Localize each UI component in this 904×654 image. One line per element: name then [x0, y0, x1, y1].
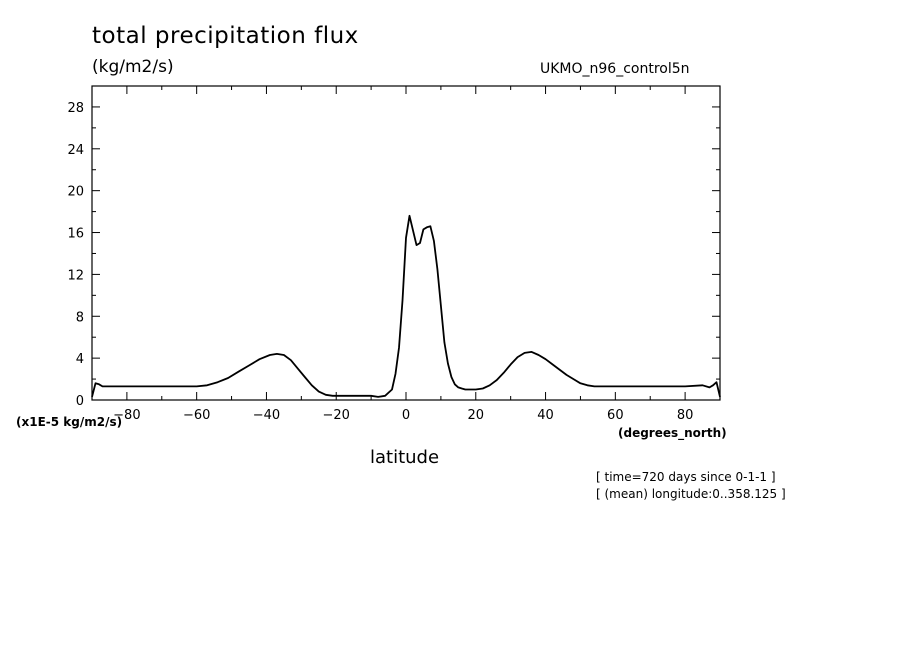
x-tick-label: −40 — [253, 408, 280, 423]
x-axis-label: latitude — [370, 447, 440, 468]
y-scale-note: (x1E-5 kg/m2/s) — [16, 415, 123, 429]
plot-frame — [91, 85, 721, 401]
y-tick-label: 24 — [67, 143, 84, 158]
y-tick-label: 8 — [76, 310, 84, 325]
y-tick-label: 20 — [67, 185, 84, 200]
longitude-annotation: [ (mean) longitude:0..358.125 ] — [596, 487, 786, 501]
x-tick-label: 60 — [607, 408, 624, 423]
dataset-name: UKMO_n96_control5n — [540, 61, 690, 77]
chart-title: total precipitation flux — [92, 23, 359, 49]
chart-units: (kg/m2/s) — [92, 57, 174, 77]
series-line — [91, 214, 721, 398]
y-tick-label: 0 — [76, 394, 84, 409]
y-tick-label: 4 — [76, 352, 84, 367]
x-tick-label: −20 — [323, 408, 350, 423]
y-tick-label: 16 — [67, 227, 84, 242]
x-tick-label: 40 — [537, 408, 554, 423]
x-tick-label: 0 — [402, 408, 410, 423]
time-annotation: [ time=720 days since 0-1-1 ] — [596, 470, 776, 484]
tick-labels: −80 −60 −40 −20 0 20 40 60 80 0 4 8 12 16 20 24 28 — [67, 101, 693, 423]
x-axis-units: (degrees_north) — [618, 426, 727, 440]
x-tick-label: 20 — [468, 408, 485, 423]
y-tick-label: 12 — [67, 268, 84, 283]
y-tick-label: 28 — [67, 101, 84, 116]
x-tick-label: 80 — [677, 408, 694, 423]
x-tick-label: −80 — [113, 408, 140, 423]
x-tick-label: −60 — [183, 408, 210, 423]
